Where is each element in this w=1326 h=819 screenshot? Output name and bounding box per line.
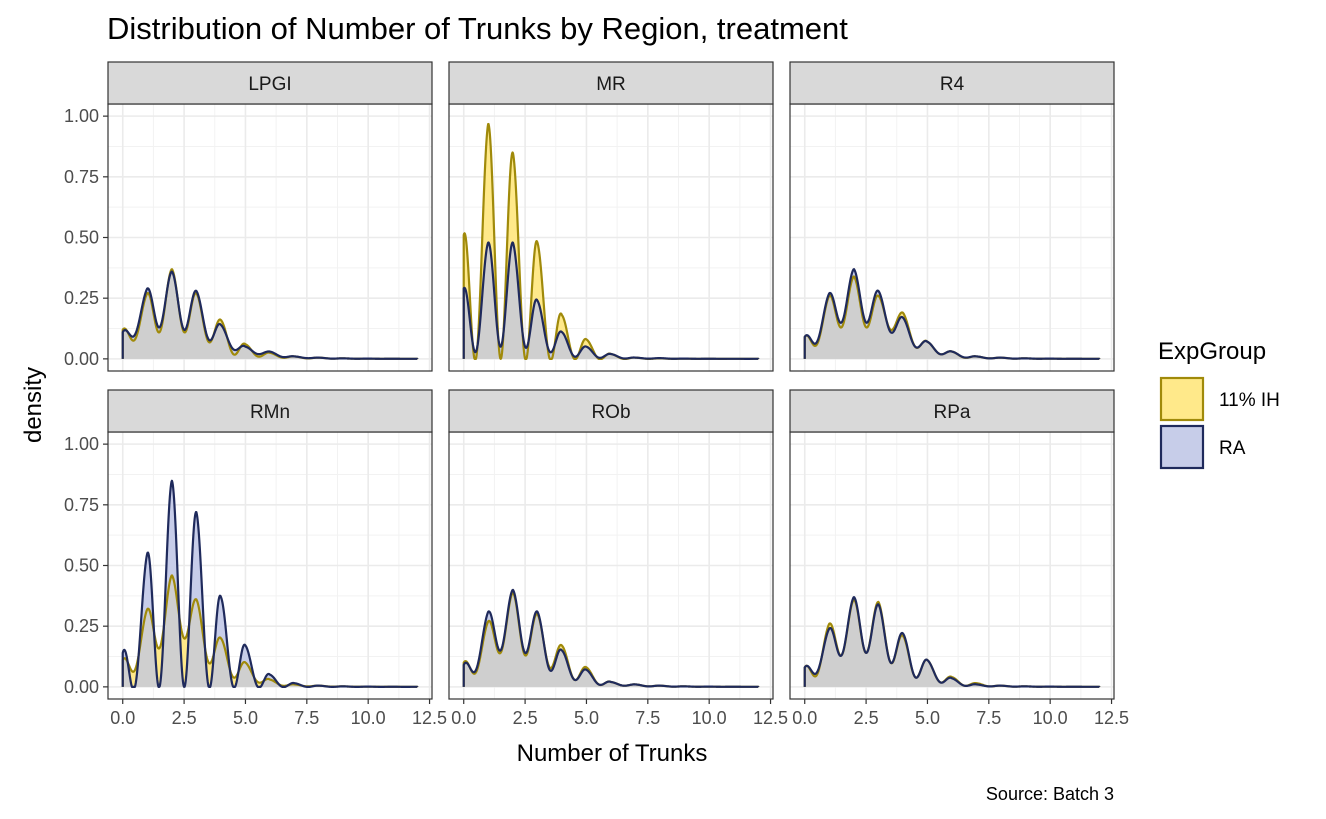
x-tick-label: 12.5: [1094, 708, 1129, 728]
x-tick-label: 0.0: [792, 708, 817, 728]
density-line-ra: [462, 588, 760, 688]
caption: Source: Batch 3: [986, 784, 1114, 804]
y-tick-label: 0.00: [64, 677, 99, 697]
legend-label: RA: [1219, 438, 1246, 459]
x-tick-label: 2.5: [172, 708, 197, 728]
y-tick-label: 0.75: [64, 167, 99, 187]
legend-key-11-ih: [1159, 376, 1205, 422]
x-tick-label: 0.0: [451, 708, 476, 728]
x-tick-label: 7.5: [976, 708, 1001, 728]
x-tick-label: 5.0: [233, 708, 258, 728]
y-tick-label: 0.00: [64, 349, 99, 369]
x-tick-label: 12.5: [753, 708, 788, 728]
x-tick-label: 5.0: [915, 708, 940, 728]
legend-label: 11% IH: [1219, 390, 1280, 411]
x-tick-label: 2.5: [854, 708, 879, 728]
y-tick-label: 0.25: [64, 616, 99, 636]
legend-key-ra: [1159, 424, 1205, 470]
facet-label: R4: [940, 74, 965, 95]
x-tick-label: 10.0: [1033, 708, 1068, 728]
x-tick-label: 7.5: [294, 708, 319, 728]
y-tick-label: 0.50: [64, 556, 99, 576]
facet-mr: MR: [448, 61, 774, 372]
density-overlap-area: [463, 242, 759, 359]
x-tick-label: 10.0: [692, 708, 727, 728]
x-axis-title: Number of Trunks: [517, 740, 708, 767]
facet-grid: LPGI 0.00 0.25 0.50 0.75 1.00 MR R4 RMn 0.00 0.25 0…: [64, 61, 1129, 728]
y-axis-title: density: [20, 367, 47, 443]
x-tick-label: 7.5: [635, 708, 660, 728]
density-line-ra: [121, 479, 419, 688]
facet-label: RPa: [934, 402, 971, 423]
legend-title: ExpGroup: [1158, 338, 1266, 365]
x-tick-label: 12.5: [412, 708, 447, 728]
facet-label: RMn: [250, 402, 290, 423]
x-tick-label: 0.0: [110, 708, 135, 728]
density-line-ra: [462, 241, 760, 360]
y-tick-label: 0.25: [64, 288, 99, 308]
x-tick-label: 2.5: [513, 708, 538, 728]
facet-label: LPGI: [248, 74, 291, 95]
facet-strip: [448, 389, 774, 433]
x-tick-label: 5.0: [574, 708, 599, 728]
facet-strip: [107, 389, 433, 433]
x-tick-label: 10.0: [351, 708, 386, 728]
density-overlap-area: [804, 599, 1100, 687]
density-line-ra: [803, 268, 1101, 360]
facet-label: ROb: [591, 402, 630, 423]
facet-rmn: RMn 0.00 0.25 0.50 0.75 1.00 0.0 2.5 5.0 7.5 10.0 1…: [64, 389, 447, 728]
y-tick-label: 0.50: [64, 228, 99, 248]
legend: ExpGroup 11% IH RA: [1158, 338, 1280, 470]
facet-lpgi: LPGI 0.00 0.25 0.50 0.75 1.00: [64, 61, 433, 372]
facet-strip: [789, 61, 1115, 105]
facet-rpa: RPa 0.0 2.5 5.0 7.5 10.0 12.5: [789, 389, 1129, 728]
facet-strip: [107, 61, 433, 105]
facet-label: MR: [596, 74, 626, 95]
y-tick-label: 0.75: [64, 495, 99, 515]
facet-strip: [789, 389, 1115, 433]
density-line-ra: [121, 270, 419, 360]
y-tick-label: 1.00: [64, 106, 99, 126]
density-line-ra: [803, 596, 1101, 688]
density-overlap-area: [122, 575, 418, 687]
chart-title: Distribution of Number of Trunks by Regi…: [107, 11, 848, 46]
y-tick-label: 1.00: [64, 434, 99, 454]
facet-rob: ROb 0.0 2.5 5.0 7.5 10.0 12.5: [448, 389, 788, 728]
facet-r4: R4: [789, 61, 1115, 372]
facet-strip: [448, 61, 774, 105]
